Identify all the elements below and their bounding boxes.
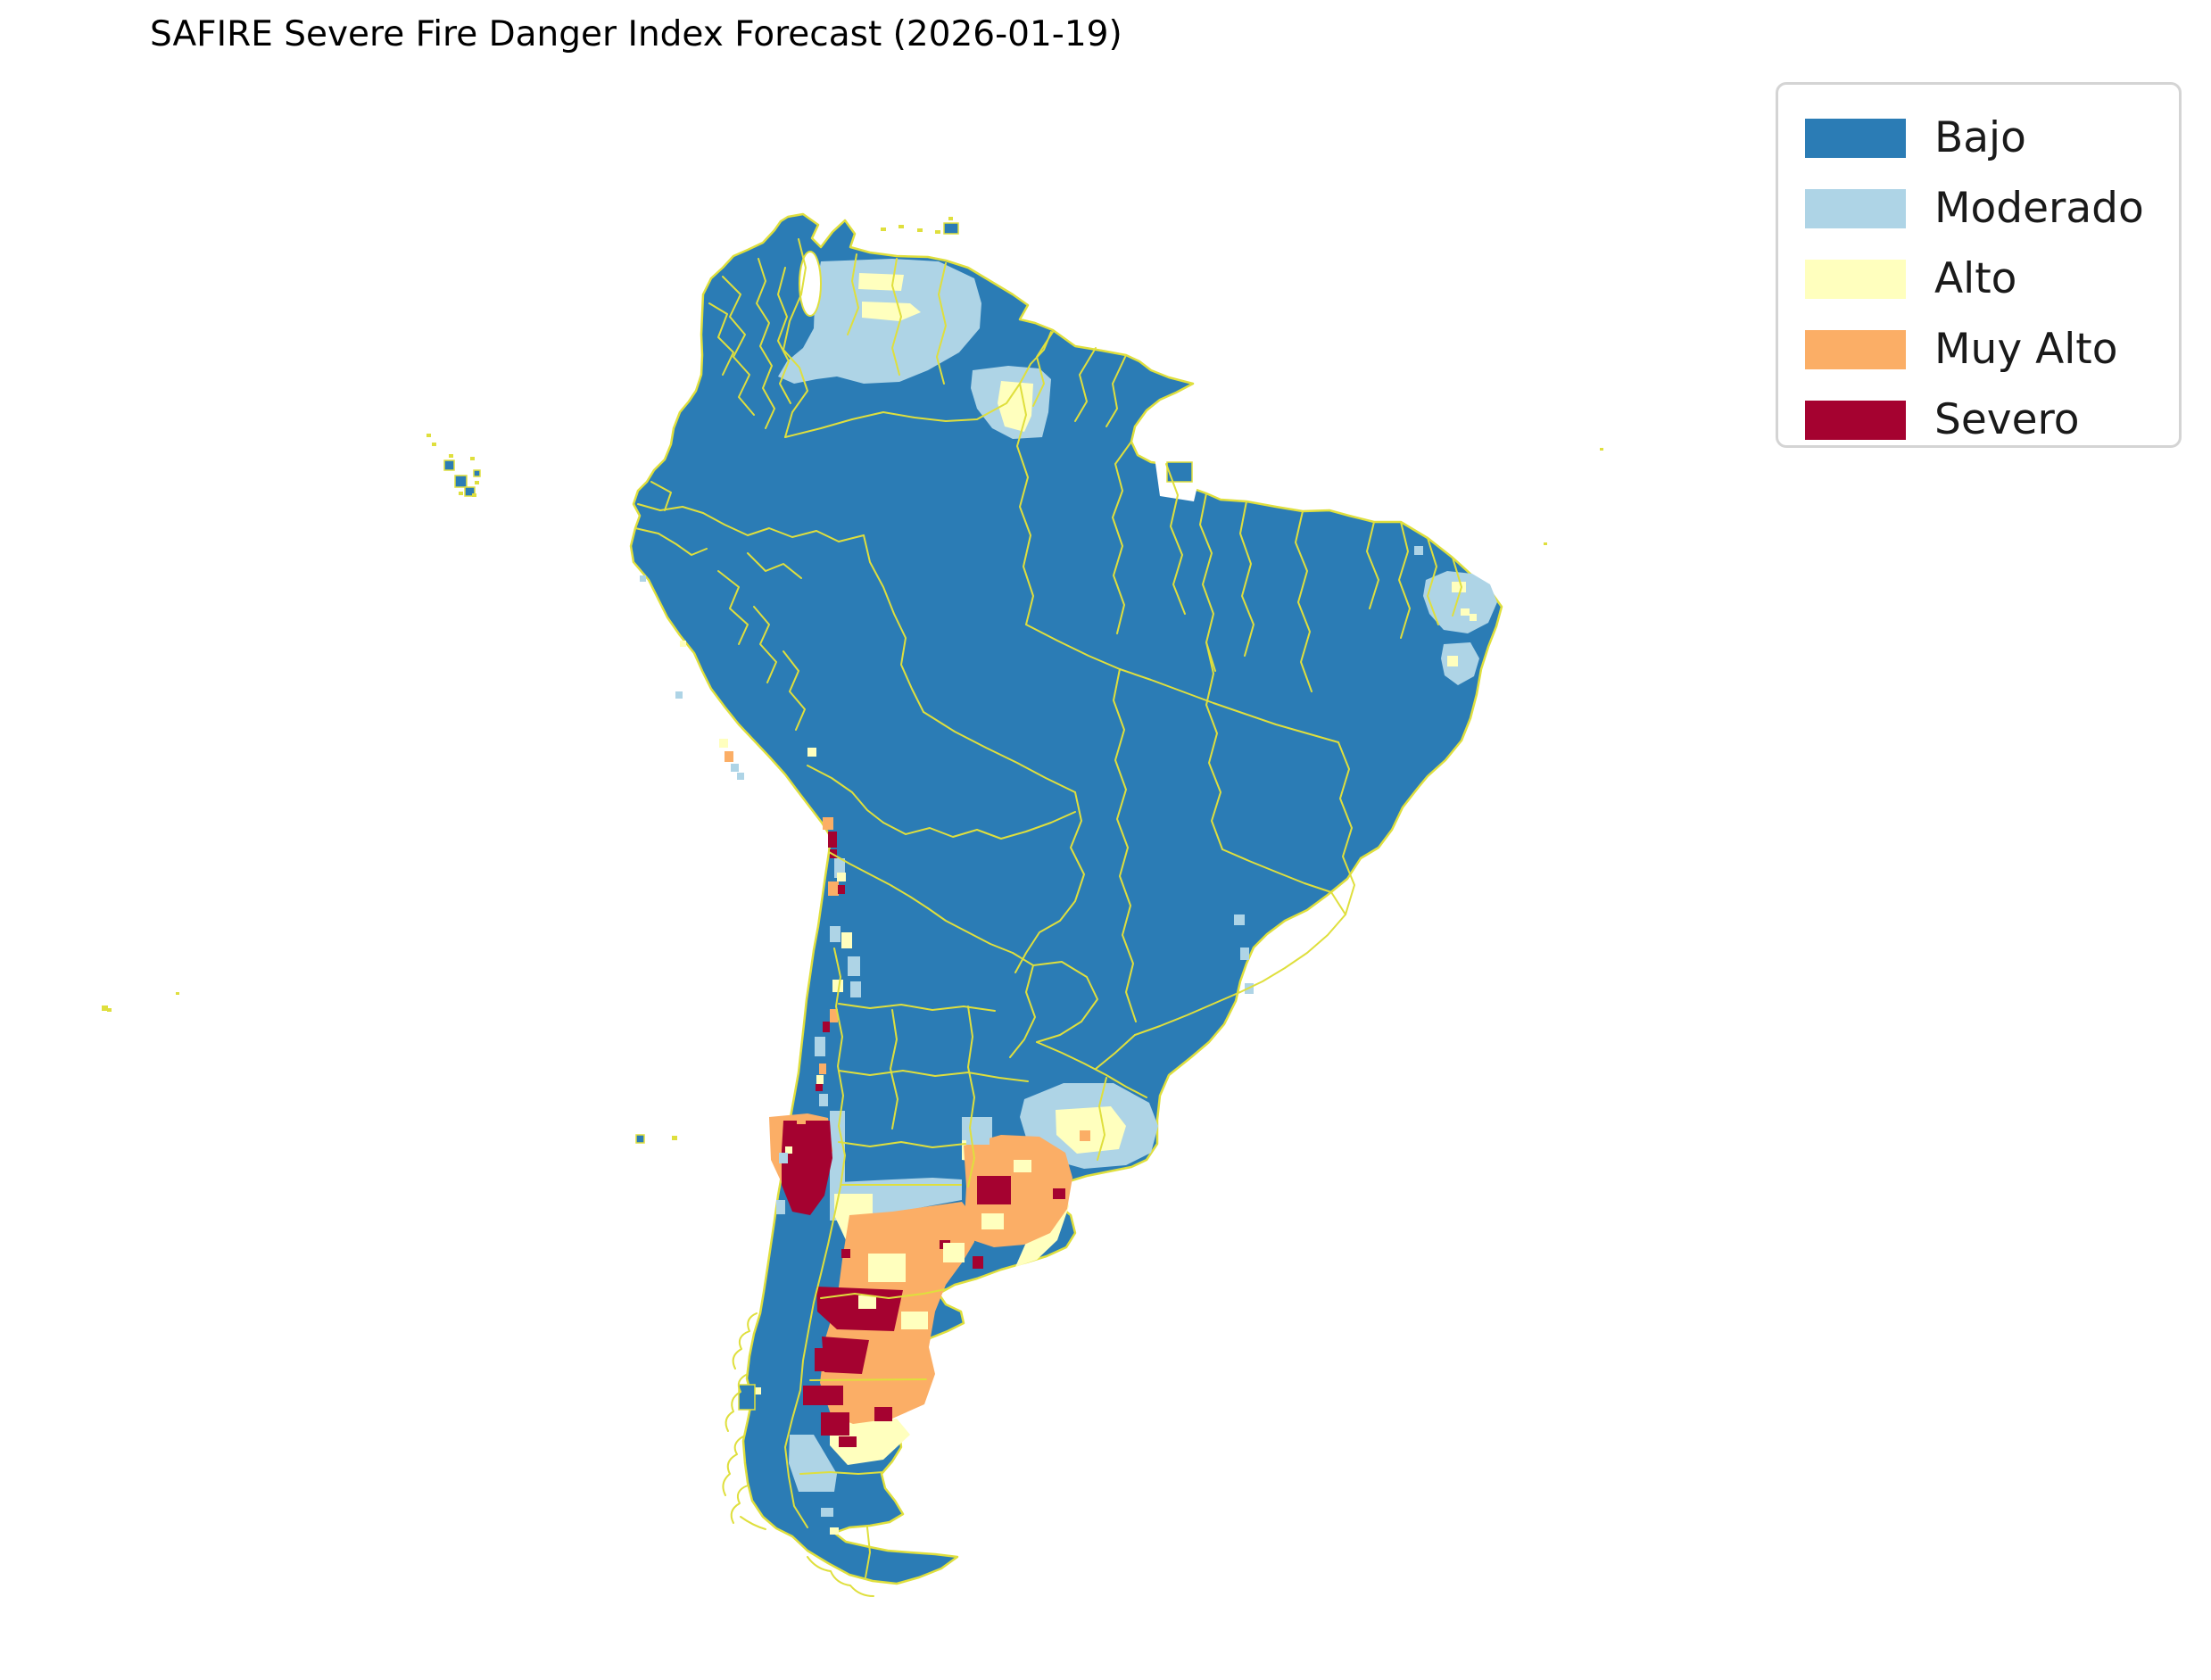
- legend-swatch-moderado: [1805, 188, 1906, 228]
- legend-swatch-bajo: [1805, 118, 1906, 158]
- islands: [102, 217, 1603, 1411]
- legend-label-muy-alto: Muy Alto: [1934, 325, 2118, 374]
- legend-item-alto: Alto: [1805, 244, 2179, 314]
- danger-patches: [769, 259, 1497, 1492]
- chart-title: SAFIRE Severe Fire Danger Index Forecast…: [150, 14, 1122, 54]
- legend-item-moderado: Moderado: [1805, 173, 2179, 244]
- legend-item-bajo: Bajo: [1805, 103, 2179, 173]
- legend-label-alto: Alto: [1934, 254, 2017, 303]
- legend-swatch-severo: [1805, 400, 1906, 440]
- legend-label-moderado: Moderado: [1934, 184, 2144, 233]
- admin-boundaries: [634, 238, 1462, 1597]
- legend-item-muy-alto: Muy Alto: [1805, 314, 2179, 385]
- legend-swatch-alto: [1805, 259, 1906, 299]
- legend-label-severo: Severo: [1934, 395, 2080, 444]
- legend: Bajo Moderado Alto Muy Alto Severo: [1776, 82, 2182, 448]
- legend-swatch-muy-alto: [1805, 329, 1906, 369]
- danger-cells: [640, 546, 1477, 1535]
- legend-label-bajo: Bajo: [1934, 113, 2026, 162]
- legend-item-severo: Severo: [1805, 385, 2179, 455]
- continent-base: [629, 212, 1503, 1585]
